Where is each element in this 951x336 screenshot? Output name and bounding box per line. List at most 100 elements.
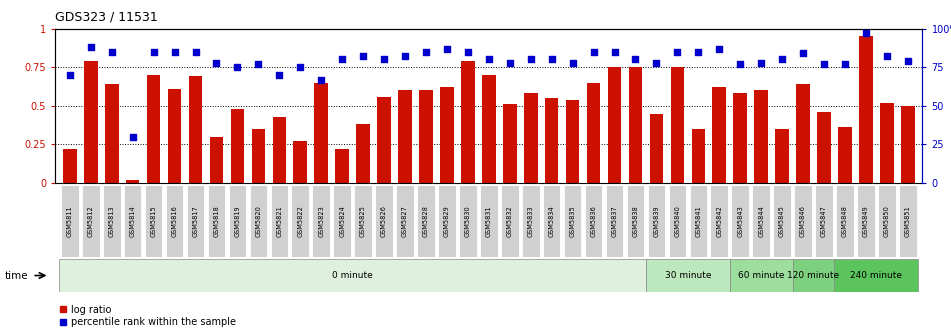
Bar <box>817 112 831 183</box>
Bar <box>752 185 770 257</box>
Bar <box>294 141 307 183</box>
Point <box>83 44 98 50</box>
Point <box>628 57 643 62</box>
Point <box>460 49 476 54</box>
Point <box>565 60 580 65</box>
Text: GSM5848: GSM5848 <box>842 205 848 237</box>
Point <box>880 54 895 59</box>
Point <box>774 57 789 62</box>
Text: GSM5824: GSM5824 <box>340 205 345 237</box>
Text: GSM5836: GSM5836 <box>591 205 596 237</box>
Text: GSM5821: GSM5821 <box>277 205 282 237</box>
Point <box>795 51 810 56</box>
Text: GSM5838: GSM5838 <box>632 205 638 237</box>
Text: GSM5845: GSM5845 <box>779 205 786 237</box>
Bar <box>815 185 833 257</box>
Bar <box>440 87 454 183</box>
Bar <box>775 129 789 183</box>
Text: GSM5849: GSM5849 <box>863 205 869 237</box>
Point <box>335 57 350 62</box>
Text: GSM5817: GSM5817 <box>192 205 199 237</box>
Text: GSM5840: GSM5840 <box>674 205 680 237</box>
Bar <box>566 100 579 183</box>
Point <box>607 49 622 54</box>
Text: GSM5819: GSM5819 <box>234 205 241 237</box>
Point <box>146 49 162 54</box>
Point <box>230 65 245 70</box>
Text: GSM5829: GSM5829 <box>444 205 450 237</box>
Bar <box>669 185 687 257</box>
Text: GSM5830: GSM5830 <box>465 205 471 237</box>
Bar <box>754 90 768 183</box>
Point <box>837 61 852 67</box>
Text: GSM5833: GSM5833 <box>528 205 534 237</box>
Bar <box>357 124 370 183</box>
Bar <box>564 185 581 257</box>
Bar <box>334 185 351 257</box>
Bar <box>228 185 246 257</box>
Point <box>901 58 916 64</box>
Bar <box>188 77 203 183</box>
Bar <box>419 90 433 183</box>
Text: GSM5851: GSM5851 <box>904 205 911 237</box>
Bar <box>689 185 708 257</box>
Point <box>209 60 224 65</box>
Text: GSM5811: GSM5811 <box>67 205 73 237</box>
Bar <box>230 109 244 183</box>
Text: 120 minute: 120 minute <box>787 271 840 280</box>
Bar <box>710 185 728 257</box>
Point <box>356 54 371 59</box>
Text: GSM5842: GSM5842 <box>716 205 722 237</box>
Bar <box>59 259 646 292</box>
Point <box>104 49 119 54</box>
Bar <box>273 117 286 183</box>
Text: GSM5839: GSM5839 <box>653 205 659 237</box>
Bar <box>587 83 600 183</box>
Bar <box>124 185 142 257</box>
Point <box>314 77 329 82</box>
Point <box>126 134 141 139</box>
Point <box>293 65 308 70</box>
Bar <box>899 185 917 257</box>
Point <box>544 57 559 62</box>
Bar <box>646 259 729 292</box>
Text: GSM5834: GSM5834 <box>549 205 554 237</box>
Bar <box>792 259 834 292</box>
Text: GSM5814: GSM5814 <box>129 205 136 237</box>
Bar <box>126 180 140 183</box>
Point <box>481 57 496 62</box>
Point <box>188 49 204 54</box>
Bar <box>629 67 642 183</box>
Point <box>439 46 455 51</box>
Point <box>418 49 434 54</box>
Bar <box>650 114 663 183</box>
Text: GSM5826: GSM5826 <box>381 205 387 237</box>
Text: GSM5844: GSM5844 <box>758 205 765 237</box>
Bar <box>84 61 98 183</box>
Text: GSM5815: GSM5815 <box>150 205 157 237</box>
Bar <box>834 259 919 292</box>
Bar <box>482 75 495 183</box>
Point <box>523 57 538 62</box>
Bar <box>608 67 621 183</box>
Bar <box>398 90 412 183</box>
Bar <box>209 137 223 183</box>
Text: GSM5828: GSM5828 <box>423 205 429 237</box>
Text: GSM5843: GSM5843 <box>737 205 744 237</box>
Bar <box>167 89 182 183</box>
Text: 240 minute: 240 minute <box>850 271 902 280</box>
Bar <box>838 127 852 183</box>
Bar <box>627 185 644 257</box>
Bar <box>313 185 330 257</box>
Point <box>649 60 664 65</box>
Bar <box>878 185 896 257</box>
Text: GSM5813: GSM5813 <box>108 205 115 237</box>
Point <box>670 49 685 54</box>
Point <box>711 46 727 51</box>
Point <box>398 54 413 59</box>
Text: GSM5822: GSM5822 <box>298 205 303 237</box>
Point <box>167 49 183 54</box>
Point <box>859 31 874 36</box>
Bar <box>859 36 873 183</box>
Text: GSM5827: GSM5827 <box>402 205 408 237</box>
